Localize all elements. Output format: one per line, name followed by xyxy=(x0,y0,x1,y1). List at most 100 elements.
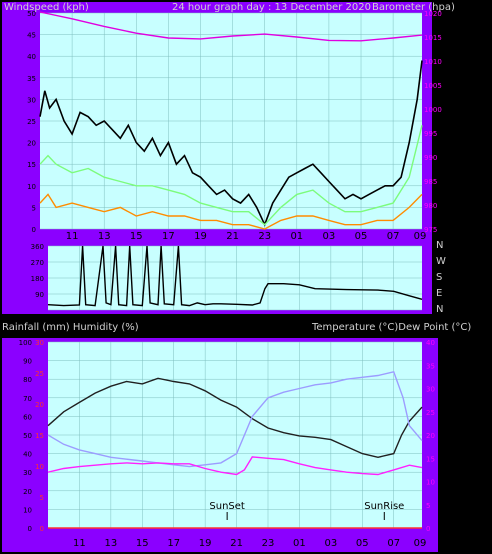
humidity-tick-label: 60 xyxy=(23,413,32,421)
x-tick-label: 21 xyxy=(226,231,239,242)
direction-tick-label: 270 xyxy=(31,259,44,267)
temperature-tick-label: 25 xyxy=(426,409,435,417)
temperature-tick-label: 10 xyxy=(426,479,435,487)
barometer-tick-label: 980 xyxy=(424,202,437,210)
series-gust xyxy=(39,60,423,227)
humidity-tick-label: 40 xyxy=(23,451,32,459)
temperature-tick-label: 5 xyxy=(426,502,430,510)
rainfall-tick-label: 0 xyxy=(40,525,44,533)
barometer-tick-label: 1015 xyxy=(424,34,442,42)
humidity-tick-label: 70 xyxy=(23,395,32,403)
x-tick-label: 15 xyxy=(130,231,143,242)
barometer-axis-title: Barometer (hpa) xyxy=(372,2,455,13)
x-tick-label: 11 xyxy=(66,231,79,242)
barometer-tick-label: 1000 xyxy=(424,106,442,114)
direction-tick-label: 90 xyxy=(35,291,44,299)
x-tick-label: 21 xyxy=(230,538,243,549)
rain-humidity-axis-title: Rainfall (mm) Humidity (%) xyxy=(2,322,139,333)
x-tick-label: 07 xyxy=(387,231,400,242)
rainfall-tick-labels: 0 5 10 15 20 25 30 xyxy=(35,339,44,533)
barometer-tick-label: 1020 xyxy=(424,10,442,18)
series-lull xyxy=(39,193,423,230)
humidity-tick-label: 0 xyxy=(28,525,32,533)
windspeed-axis-title: Windspeed (kph) xyxy=(4,2,89,13)
windspeed-tick-label: 50 xyxy=(27,10,36,18)
barometer-tick-label: 995 xyxy=(424,130,437,138)
series-humidity xyxy=(47,370,423,468)
graph-title: 24 hour graph day : 13 December 2020 xyxy=(172,2,371,13)
windspeed-tick-label: 5 xyxy=(32,204,36,212)
windspeed-tick-label: 10 xyxy=(27,183,36,191)
humidity-tick-label: 80 xyxy=(23,376,32,384)
direction-series xyxy=(47,245,423,307)
direction-tick-labels: 90 180 270 360 xyxy=(31,243,44,299)
barometer-tick-label: 990 xyxy=(424,154,437,162)
windspeed-tick-label: 25 xyxy=(27,118,36,126)
wind-panel: Windspeed (kph) 24 hour graph day : 13 D… xyxy=(2,2,455,242)
series-temperature xyxy=(47,377,423,459)
series-dewpoint xyxy=(47,456,423,476)
direction-grid xyxy=(48,245,422,311)
sunset-label: SunSet xyxy=(209,501,245,512)
temperature-tick-label: 30 xyxy=(426,386,435,394)
x-tick-label: 13 xyxy=(104,538,117,549)
x-tick-label: 07 xyxy=(387,538,400,549)
rainfall-tick-label: 5 xyxy=(40,494,44,502)
humidity-tick-label: 30 xyxy=(23,469,32,477)
windspeed-tick-label: 35 xyxy=(27,75,36,83)
sunrise-label: SunRise xyxy=(364,501,404,512)
wind-grid xyxy=(40,12,422,230)
direction-tick-label: 360 xyxy=(31,243,44,251)
temperature-tick-label: 0 xyxy=(426,525,430,533)
wind-series xyxy=(39,11,423,230)
rainfall-tick-label: 20 xyxy=(35,401,44,409)
x-tick-label: 19 xyxy=(194,231,207,242)
temperature-tick-label: 40 xyxy=(426,339,435,347)
windspeed-tick-label: 15 xyxy=(27,161,36,169)
barometer-tick-label: 1005 xyxy=(424,82,442,90)
x-tick-label: 15 xyxy=(136,538,149,549)
x-tick-label: 11 xyxy=(73,538,86,549)
temp-dewpoint-axis-title: Temperature (°C)Dew Point (°C) xyxy=(311,322,471,333)
compass-label: S xyxy=(436,272,442,283)
windspeed-tick-label: 45 xyxy=(27,32,36,40)
temperature-tick-labels: 0 5 10 15 20 25 30 35 40 xyxy=(426,339,435,533)
x-tick-label: 03 xyxy=(324,538,337,549)
compass-label: N xyxy=(436,240,443,251)
barometer-tick-label: 1010 xyxy=(424,58,442,66)
rainfall-tick-label: 15 xyxy=(35,432,44,440)
wind-x-tick-labels: 11 13 15 17 19 21 23 01 03 05 07 09 xyxy=(66,231,427,242)
x-tick-label: 19 xyxy=(199,538,212,549)
compass-label: W xyxy=(436,256,446,267)
temperature-tick-label: 35 xyxy=(426,362,435,370)
series-barometer xyxy=(39,11,423,42)
barometer-tick-label: 975 xyxy=(424,226,437,234)
x-tick-label: 23 xyxy=(262,538,275,549)
x-tick-label: 09 xyxy=(414,538,427,549)
humidity-tick-label: 90 xyxy=(23,358,32,366)
windspeed-tick-label: 30 xyxy=(27,96,36,104)
windspeed-tick-label: 0 xyxy=(32,226,36,234)
rainfall-tick-label: 10 xyxy=(35,463,44,471)
x-tick-label: 17 xyxy=(162,231,175,242)
humidity-tick-label: 50 xyxy=(23,432,32,440)
sun-annotations: SunSet SunRise xyxy=(209,501,404,520)
humidity-tick-label: 100 xyxy=(19,339,32,347)
barometer-tick-label: 985 xyxy=(424,178,437,186)
windspeed-tick-label: 20 xyxy=(27,140,36,148)
x-tick-label: 09 xyxy=(414,231,427,242)
x-tick-label: 05 xyxy=(356,538,369,549)
humidity-tick-label: 10 xyxy=(23,506,32,514)
windspeed-tick-labels: 0 5 10 15 20 25 30 35 40 45 50 xyxy=(27,10,36,234)
x-tick-label: 05 xyxy=(355,231,368,242)
series-average xyxy=(39,125,423,226)
rainfall-tick-label: 30 xyxy=(35,339,44,347)
x-tick-label: 01 xyxy=(290,231,303,242)
series-direction xyxy=(47,245,423,307)
temperature-tick-label: 20 xyxy=(426,432,435,440)
x-tick-label: 01 xyxy=(293,538,306,549)
